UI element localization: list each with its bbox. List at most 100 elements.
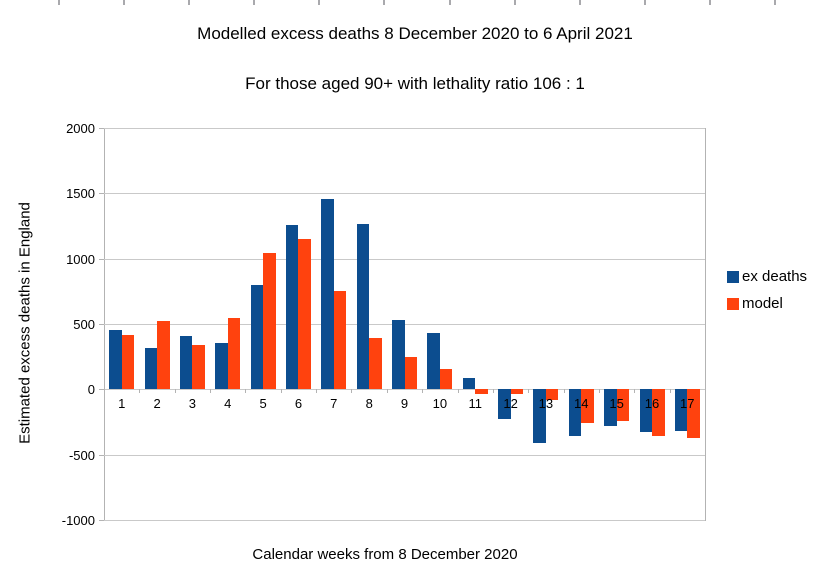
y-axis-tick — [99, 128, 104, 129]
y-axis-tick — [99, 259, 104, 260]
bar-model-week-16 — [652, 389, 665, 437]
y-axis-tick-label: 1000 — [66, 252, 95, 267]
bar-model-week-8 — [369, 338, 382, 390]
x-axis-tick — [564, 389, 565, 393]
ruler-tick — [709, 0, 711, 5]
bar-model-week-2 — [157, 321, 170, 390]
bar-ex-deaths-week-5 — [250, 284, 264, 390]
x-axis-tick — [528, 389, 529, 393]
bar-ex-deaths-week-11 — [462, 378, 476, 390]
bar-ex-deaths-week-4 — [215, 342, 228, 390]
x-axis-tick — [458, 389, 459, 393]
x-axis-tick — [139, 389, 140, 393]
bar-ex-deaths-week-7 — [321, 198, 334, 390]
x-axis-tick — [670, 389, 671, 393]
x-axis-tick — [281, 389, 282, 393]
ruler-tick — [449, 0, 451, 5]
chart-title: Modelled excess deaths 8 December 2020 t… — [197, 24, 633, 43]
ruler-tick — [579, 0, 581, 5]
y-axis-tick — [99, 455, 104, 456]
x-axis-tick-label: 6 — [294, 396, 303, 411]
bar-model-week-11 — [475, 389, 488, 395]
x-axis-tick-label: 10 — [432, 396, 448, 411]
bar-model-week-10 — [439, 369, 453, 390]
bar-ex-deaths-week-10 — [427, 332, 440, 390]
y-axis-tick — [99, 324, 104, 325]
bar-model-week-14 — [581, 389, 594, 424]
x-axis-tick-label: 13 — [538, 396, 554, 411]
gridline — [104, 520, 705, 521]
y-axis-tick — [99, 389, 104, 390]
gridline — [104, 389, 705, 390]
x-axis-tick — [599, 389, 600, 393]
y-axis-title: Estimated excess deaths in England — [16, 202, 34, 444]
x-axis-tick — [351, 389, 352, 393]
x-axis-tick-label: 8 — [365, 396, 373, 411]
bar-ex-deaths-week-6 — [285, 224, 299, 390]
x-axis-tick-label: 7 — [330, 396, 338, 411]
ruler-tick — [774, 0, 776, 5]
x-axis-tick — [705, 389, 706, 393]
y-axis-tick-label: -1000 — [61, 513, 95, 528]
x-axis-tick — [634, 389, 635, 393]
ruler-tick — [383, 0, 385, 5]
bar-ex-deaths-week-13 — [533, 389, 546, 443]
x-axis-tick — [493, 389, 494, 393]
bar-model-week-12 — [510, 389, 524, 395]
ruler-tick — [253, 0, 255, 5]
x-axis-tick-label: 9 — [400, 396, 409, 411]
legend-label-ex-deaths: ex deaths — [742, 268, 808, 285]
ruler-tick — [188, 0, 190, 5]
x-axis-title: Calendar weeks from 8 December 2020 — [252, 546, 518, 563]
x-axis-tick-label: 14 — [574, 396, 589, 411]
x-axis-tick-label: 5 — [259, 396, 267, 411]
bar-ex-deaths-week-8 — [356, 224, 370, 390]
x-axis-tick — [422, 389, 423, 393]
x-axis-tick — [104, 389, 105, 393]
bar-model-week-9 — [404, 357, 417, 390]
bar-ex-deaths-week-12 — [498, 389, 511, 420]
bar-model-week-15 — [616, 389, 630, 422]
x-axis-tick — [175, 389, 176, 393]
bar-ex-deaths-week-1 — [109, 329, 122, 390]
gridline — [104, 128, 705, 129]
ruler-tick — [318, 0, 320, 5]
y-axis-tick — [99, 520, 104, 521]
bar-ex-deaths-week-14 — [568, 389, 582, 436]
x-axis-tick — [387, 389, 388, 393]
bar-ex-deaths-week-17 — [674, 389, 688, 432]
x-axis-tick-label: 1 — [118, 396, 126, 411]
legend-swatch-ex-deaths — [727, 270, 739, 283]
y-axis-tick-label: 1500 — [66, 186, 95, 201]
ruler-tick — [514, 0, 516, 5]
y-axis-tick-label: 0 — [87, 382, 95, 397]
x-axis-tick-label: 2 — [153, 396, 161, 411]
ruler-tick — [58, 0, 60, 5]
legend-item-model: model — [727, 295, 807, 312]
legend-label-model: model — [742, 295, 783, 312]
ruler-tick — [644, 0, 646, 5]
x-axis-tick — [316, 389, 317, 393]
x-axis-tick — [245, 389, 246, 393]
bar-ex-deaths-week-3 — [179, 335, 193, 390]
gridline — [104, 193, 705, 194]
bar-ex-deaths-week-15 — [604, 389, 617, 427]
x-axis-tick-label: 3 — [188, 396, 196, 411]
x-axis-tick-label: 16 — [644, 396, 660, 411]
x-axis-tick-label: 12 — [503, 396, 518, 411]
gridline — [104, 259, 705, 260]
bar-model-week-5 — [263, 253, 276, 390]
y-axis-tick-label: 500 — [73, 317, 95, 332]
y-axis-tick-label: 2000 — [66, 121, 95, 136]
bar-model-week-3 — [192, 344, 205, 390]
bar-ex-deaths-week-9 — [392, 320, 405, 390]
chart-subtitle: For those aged 90+ with lethality ratio … — [245, 74, 585, 93]
gridline — [104, 324, 705, 325]
x-axis-tick-label: 11 — [468, 396, 482, 411]
bar-ex-deaths-week-16 — [639, 389, 652, 433]
x-axis-tick-label: 15 — [609, 396, 624, 411]
x-axis-tick — [210, 389, 211, 393]
legend: ex deaths model — [727, 268, 807, 322]
x-axis-tick-label: 17 — [680, 396, 695, 411]
